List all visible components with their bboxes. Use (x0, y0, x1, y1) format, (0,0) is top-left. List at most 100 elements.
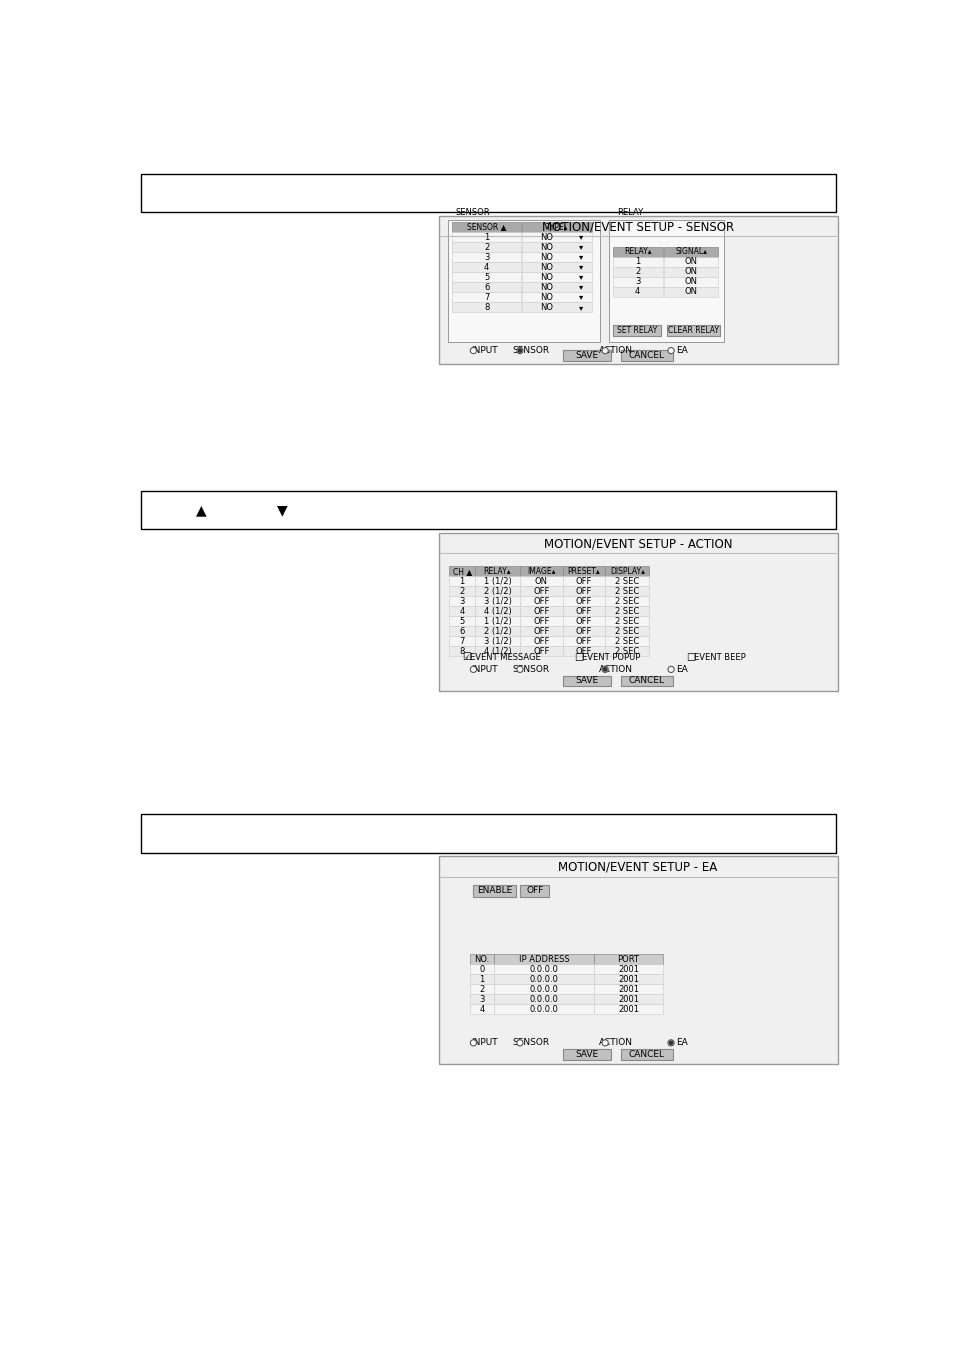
Text: SENSOR ▲: SENSOR ▲ (466, 222, 506, 232)
Text: 4: 4 (459, 606, 464, 616)
Text: 0: 0 (478, 965, 484, 974)
Text: 2 SEC: 2 SEC (615, 576, 639, 586)
Text: □: □ (574, 652, 583, 662)
Bar (449, 606, 475, 616)
Bar (449, 647, 475, 656)
Text: 1 (1/2): 1 (1/2) (483, 576, 511, 586)
Bar (449, 567, 475, 576)
Text: ACTION: ACTION (598, 1039, 633, 1047)
Bar (141, 814, 835, 853)
Text: CANCEL: CANCEL (628, 677, 664, 685)
Bar (475, 616, 519, 626)
Bar (562, 1050, 610, 1060)
Bar (438, 533, 837, 692)
Text: OFF: OFF (575, 626, 592, 636)
Bar (519, 597, 562, 606)
Text: INPUT: INPUT (471, 1039, 497, 1047)
Text: OFF: OFF (575, 576, 592, 586)
Bar (452, 262, 521, 273)
Bar (593, 1005, 662, 1014)
Bar (449, 576, 475, 586)
Circle shape (517, 348, 521, 353)
Bar (494, 964, 593, 975)
Bar (593, 955, 662, 964)
Text: 2 SEC: 2 SEC (615, 606, 639, 616)
Bar (452, 252, 521, 262)
Bar (475, 626, 519, 636)
Text: 0.0.0.0: 0.0.0.0 (529, 984, 558, 994)
Text: 2 SEC: 2 SEC (615, 617, 639, 625)
Bar (452, 273, 521, 282)
Text: MOTION/EVENT SETUP - ACTION: MOTION/EVENT SETUP - ACTION (543, 537, 732, 551)
Bar (475, 586, 519, 597)
Text: PORT: PORT (617, 955, 639, 964)
Text: 2001: 2001 (618, 984, 639, 994)
Text: 2001: 2001 (618, 1005, 639, 1014)
Bar (519, 616, 562, 626)
Text: 2: 2 (483, 243, 489, 251)
Bar (449, 636, 475, 647)
Text: CANCEL: CANCEL (628, 1050, 664, 1059)
Bar (604, 647, 649, 656)
Bar (494, 984, 593, 994)
Bar (475, 597, 519, 606)
Text: 8: 8 (483, 302, 489, 312)
Bar (449, 626, 475, 636)
Bar (438, 857, 837, 1064)
Bar (620, 350, 672, 361)
Text: SAVE: SAVE (575, 351, 598, 359)
Bar (562, 576, 604, 586)
Text: OFF: OFF (575, 617, 592, 625)
Text: 3: 3 (459, 597, 464, 606)
Text: 2 SEC: 2 SEC (615, 626, 639, 636)
Bar (562, 616, 604, 626)
Bar (452, 292, 521, 302)
Text: NO: NO (540, 252, 553, 262)
Bar (452, 282, 521, 292)
Bar (519, 586, 562, 597)
Bar (562, 647, 604, 656)
Text: CLEAR RELAY: CLEAR RELAY (667, 325, 719, 335)
Text: ENABLE: ENABLE (476, 887, 512, 895)
Bar (447, 221, 599, 342)
Bar (469, 994, 494, 1005)
Bar (521, 273, 592, 282)
Text: ▲: ▲ (196, 503, 207, 517)
Text: EVENT POPUP: EVENT POPUP (581, 652, 639, 662)
Circle shape (470, 347, 476, 354)
Text: ON: ON (535, 576, 547, 586)
Text: 7: 7 (459, 637, 464, 645)
Bar (593, 975, 662, 984)
Bar (494, 994, 593, 1005)
Text: 3 (1/2): 3 (1/2) (483, 637, 511, 645)
Text: 3: 3 (635, 277, 639, 286)
Text: SENSOR: SENSOR (512, 1039, 549, 1047)
Text: OFF: OFF (533, 617, 549, 625)
Bar (612, 247, 662, 256)
Text: SET RELAY: SET RELAY (617, 325, 657, 335)
Text: 0.0.0.0: 0.0.0.0 (529, 995, 558, 1003)
Bar (475, 636, 519, 647)
Bar (449, 597, 475, 606)
Bar (519, 636, 562, 647)
Text: ▾: ▾ (578, 263, 582, 271)
Text: EA: EA (676, 346, 687, 355)
Bar (604, 576, 649, 586)
Bar (452, 232, 521, 241)
Text: NO: NO (540, 302, 553, 312)
Text: OFF: OFF (533, 587, 549, 595)
Text: OFF: OFF (533, 626, 549, 636)
Text: NO.: NO. (474, 955, 489, 964)
Text: OFF: OFF (575, 637, 592, 645)
Bar (452, 222, 521, 232)
Bar (449, 616, 475, 626)
Text: OFF: OFF (525, 887, 542, 895)
Text: ▾: ▾ (578, 293, 582, 301)
Text: OFF: OFF (575, 597, 592, 606)
Text: OFF: OFF (575, 587, 592, 595)
Text: OFF: OFF (575, 647, 592, 656)
Text: IMAGE▴: IMAGE▴ (526, 567, 555, 576)
Bar (663, 277, 718, 286)
Bar (494, 975, 593, 984)
Text: 2 (1/2): 2 (1/2) (483, 626, 511, 636)
